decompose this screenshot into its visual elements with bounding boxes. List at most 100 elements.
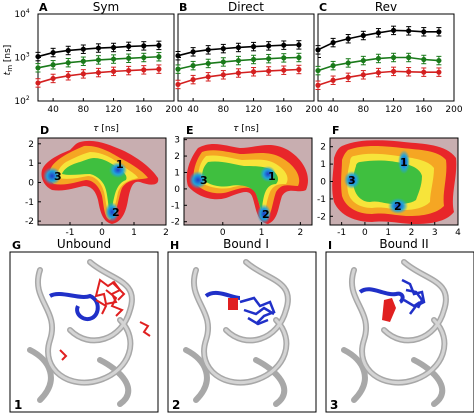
data-point xyxy=(360,32,366,39)
density-basin-3 xyxy=(189,171,207,189)
panel-a-series xyxy=(35,40,162,88)
density-basin-1 xyxy=(109,162,127,178)
data-point xyxy=(50,49,56,56)
data-point xyxy=(205,74,211,80)
data-point xyxy=(390,54,397,61)
data-point xyxy=(360,57,366,64)
data-point xyxy=(235,44,242,51)
panel-g-number: 1 xyxy=(14,398,22,412)
loop-blue xyxy=(204,290,241,300)
data-point xyxy=(281,55,287,61)
panel-d-heatmap: D 1 2 3 -1 0 1 2 -2 -1 0 1 2 xyxy=(25,124,169,238)
panel-d-basin-label-3: 3 xyxy=(54,170,62,183)
x-tick-label: 4 xyxy=(455,228,461,238)
data-point xyxy=(95,45,102,51)
data-point xyxy=(296,66,302,73)
panel-c-ticks: 40 80 120 160 200 xyxy=(318,13,463,115)
density-basin-1 xyxy=(260,166,276,182)
data-point xyxy=(250,44,257,50)
data-point xyxy=(421,69,427,75)
ligand-blue xyxy=(401,278,426,315)
x-tick-label: 80 xyxy=(218,105,230,115)
density-region-green xyxy=(202,161,279,214)
data-point xyxy=(375,69,382,76)
density-region-green xyxy=(353,160,422,204)
x-tick-label: 2 xyxy=(163,228,169,238)
data-point xyxy=(126,67,132,74)
protein-ribbon-detail xyxy=(192,260,290,385)
data-point xyxy=(250,69,257,75)
panel-f-heatmap: F 1 2 3 -1 0 1 2 3 4 -2 -1 0 1 2 xyxy=(317,124,461,238)
data-point xyxy=(345,36,351,42)
data-point xyxy=(35,53,41,60)
data-point xyxy=(175,81,181,88)
data-point xyxy=(330,63,336,69)
panel-b-plot-frame xyxy=(177,13,315,102)
y-tick-label: 1 xyxy=(174,168,180,178)
data-point xyxy=(205,60,211,67)
x-tick-label: 120 xyxy=(385,105,402,115)
x-tick-label: 80 xyxy=(78,105,90,115)
loop-blue xyxy=(358,287,405,304)
x-tick-label: 200 xyxy=(305,105,322,115)
density-basin-3 xyxy=(43,167,61,185)
ligand-red-block xyxy=(382,298,396,322)
panel-h-number: 2 xyxy=(172,398,180,412)
panel-h-title: Bound I xyxy=(223,237,269,251)
protein-ribbon-detail xyxy=(36,260,134,385)
panel-h-image-frame xyxy=(167,251,317,413)
data-point xyxy=(375,55,382,62)
x-tick-label: 40 xyxy=(187,105,199,115)
y-tick-label: -1 xyxy=(171,201,180,211)
data-point xyxy=(65,47,71,54)
panel-f-ticks: -1 0 1 2 3 4 -2 -1 0 1 2 xyxy=(317,143,461,238)
data-point xyxy=(220,46,226,52)
data-point xyxy=(35,80,41,86)
data-point xyxy=(266,68,272,74)
data-point xyxy=(235,70,242,76)
data-point xyxy=(205,47,211,53)
data-point xyxy=(80,71,86,77)
data-point xyxy=(296,42,302,48)
panel-a-ticks: 40 80 120 160 200 102 103 104 xyxy=(14,8,182,115)
y-tick-label: 3 xyxy=(174,136,180,146)
panel-b-xlabel: τ [ns] xyxy=(233,124,259,134)
data-point xyxy=(156,66,162,72)
panel-d-density xyxy=(41,140,159,224)
panel-i-letter: I xyxy=(328,239,332,252)
data-point xyxy=(421,29,427,35)
x-tick-label: 0 xyxy=(220,228,226,238)
y-tick-label: 1 xyxy=(320,160,326,170)
x-tick-label: 0 xyxy=(362,228,368,238)
y-tick-label: 0 xyxy=(320,178,326,188)
y-axis-label: tm [ns] xyxy=(3,45,14,76)
data-point xyxy=(80,46,86,52)
panel-c-line-chart: C Rev 40 80 120 160 200 xyxy=(315,0,463,115)
line-chart-row: A Sym 40 80 120 160 200 102 103 104 tm [ns] τ [… xyxy=(3,0,463,134)
data-point xyxy=(190,49,196,55)
panel-e-density xyxy=(186,143,308,224)
y-tick-label: -1 xyxy=(317,195,326,205)
y-tick-label: 0 xyxy=(28,178,34,188)
data-point xyxy=(315,47,321,53)
ligand-red-block xyxy=(228,298,238,310)
panel-e-letter: E xyxy=(186,124,194,137)
x-tick-label: 120 xyxy=(245,105,262,115)
y-tick-label: 1 xyxy=(28,159,34,169)
data-point xyxy=(406,69,412,75)
panel-b-letter: B xyxy=(179,1,187,14)
panel-f-basin-label-1: 1 xyxy=(400,156,408,169)
panel-a-title: Sym xyxy=(93,0,119,14)
panel-e-heatmap: E 1 2 3 0 1 2 -2 -1 0 1 2 3 xyxy=(171,124,313,238)
data-point xyxy=(141,54,147,61)
data-point xyxy=(141,67,147,73)
panel-i-number: 3 xyxy=(330,398,338,412)
data-point xyxy=(50,62,56,68)
data-point xyxy=(315,67,321,74)
x-tick-label: 80 xyxy=(358,105,370,115)
data-point xyxy=(436,29,442,35)
panel-i-image-frame xyxy=(325,251,474,413)
data-point xyxy=(360,72,366,78)
data-point xyxy=(266,43,272,49)
